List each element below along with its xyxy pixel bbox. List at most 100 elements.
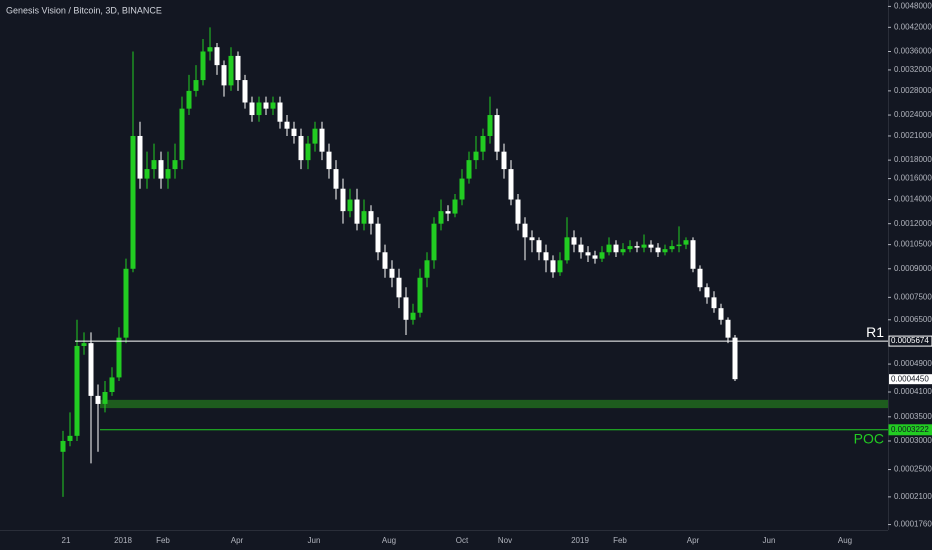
candle-body [487,115,493,136]
candle-body [312,128,318,144]
candle-body [480,135,486,152]
y-tick-label: 0.0032000 [894,65,932,74]
candle-body [270,102,276,109]
candle-body [578,244,584,253]
candle-body [725,319,731,338]
candle-body [382,252,388,269]
candle-body [228,55,234,86]
x-tick-label: 2019 [571,536,589,545]
candle-body [459,178,465,200]
y-tick-label: 0.0018000 [894,155,932,164]
candle-body [431,223,437,261]
candle-body [543,252,549,261]
zone [100,399,888,409]
candle-body [109,377,115,393]
candle-body [333,169,339,189]
level-price-label: 0.0003222 [891,425,929,434]
candle-body [522,223,528,238]
y-tick-label: 0.0003500 [894,412,932,421]
candle-body [424,260,430,278]
candle-body [697,268,703,288]
candle-body [655,247,661,253]
candle-body [529,237,535,241]
x-tick-label: Nov [498,536,512,545]
y-tick-label: 0.0028000 [894,86,932,95]
y-tick-label: 0.0010500 [894,240,932,249]
candle-body [179,108,185,161]
candle-body [151,160,157,170]
y-tick-label: 0.0021000 [894,131,932,140]
candle-body [249,102,255,116]
candle-body [102,392,108,404]
y-tick-label: 0.0004100 [894,387,932,396]
y-tick-label: 0.0016000 [894,174,932,183]
candle-body [291,128,297,136]
last-price-box [889,374,932,385]
candle-body [662,249,668,253]
candle-body [354,199,360,224]
last-price-label: 0.0004450 [891,374,929,383]
candle-body [389,268,395,278]
candle-body [165,169,171,179]
candle-body [193,80,199,91]
level-price-label: 0.0005674 [891,336,929,345]
candle-body [508,169,514,200]
candle-body [466,160,472,179]
x-tick-label: Aug [838,536,852,545]
candle-body [599,252,605,259]
candle-body [67,435,73,441]
candle-body [557,260,563,273]
candle-body [613,244,619,253]
candle-body [116,337,122,378]
candle-body [627,246,633,250]
candle-body [585,252,591,256]
candle-body [634,246,640,248]
x-tick-label: 2018 [114,536,132,545]
y-tick-label: 0.0007500 [894,292,932,301]
x-tick-label: Feb [613,536,627,545]
candle-body [494,115,500,152]
candle-body [60,440,66,452]
x-tick-label: Oct [456,536,469,545]
chart-title: Genesis Vision / Bitcoin, 3D, BINANCE [6,5,162,15]
candle-body [473,151,479,161]
level-price-box [888,335,932,347]
candle-body [683,240,689,245]
candle-body [361,211,367,224]
candle-body [550,260,556,273]
x-tick-label: 21 [62,536,71,545]
candle-body [704,287,710,298]
candle-body [606,244,612,253]
candle-body [235,55,241,81]
candle-body [158,160,164,179]
candle-body [375,223,381,253]
level-name: POC [854,430,884,446]
candle-body [347,199,353,212]
candle-body [564,237,570,261]
y-tick-label: 0.0036000 [894,47,932,56]
y-tick-label: 0.0006500 [894,315,932,324]
candle-body [214,47,220,66]
candle-body [95,395,101,404]
level-name: R1 [866,324,884,340]
candle-body [144,169,150,179]
candle-body [438,211,444,224]
candle-body [452,199,458,214]
candle-body [718,308,724,320]
candle-body [340,188,346,212]
candle-body [305,143,311,161]
candle-body [641,244,647,248]
candle-body [130,135,136,269]
y-tick-label: 0.0002500 [894,465,932,474]
candle-body [648,244,654,248]
x-tick-label: Jun [308,536,321,545]
candle-body [256,102,262,116]
candle-body [592,255,598,259]
candle-body [711,297,717,309]
candle-body [207,47,213,52]
candle-body [571,237,577,245]
candle-body [676,244,682,247]
candle-body [403,297,409,320]
candle-body [137,135,143,179]
y-tick-label: 0.0004900 [894,359,932,368]
